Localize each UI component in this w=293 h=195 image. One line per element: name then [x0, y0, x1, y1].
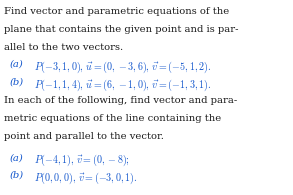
- Text: Find vector and parametric equations of the: Find vector and parametric equations of …: [4, 7, 229, 16]
- Text: In each of the following, find vector and para-: In each of the following, find vector an…: [4, 96, 237, 105]
- Text: (a): (a): [9, 153, 23, 162]
- Text: (b): (b): [9, 77, 23, 86]
- Text: (a): (a): [9, 59, 23, 68]
- Text: allel to the two vectors.: allel to the two vectors.: [4, 43, 123, 52]
- Text: $P(0, 0, 0),\, \vec{v} = (-3, 0, 1).$: $P(0, 0, 0),\, \vec{v} = (-3, 0, 1).$: [34, 171, 137, 186]
- Text: (b): (b): [9, 171, 23, 180]
- Text: $P(-1, 1, 4),\, \vec{u} = (6, -1, 0),\, \vec{v} = (-1, 3, 1).$: $P(-1, 1, 4),\, \vec{u} = (6, -1, 0),\, …: [34, 77, 211, 93]
- Text: plane that contains the given point and is par-: plane that contains the given point and …: [4, 25, 238, 34]
- Text: metric equations of the line containing the: metric equations of the line containing …: [4, 114, 221, 123]
- Text: point and parallel to the vector.: point and parallel to the vector.: [4, 132, 163, 141]
- Text: $P(-4, 1),\, \vec{v} = (0, -8);$: $P(-4, 1),\, \vec{v} = (0, -8);$: [34, 153, 130, 168]
- Text: $P(-3, 1, 0),\, \vec{u} = (0, -3, 6),\, \vec{v} = (-5, 1, 2).$: $P(-3, 1, 0),\, \vec{u} = (0, -3, 6),\, …: [34, 59, 211, 75]
